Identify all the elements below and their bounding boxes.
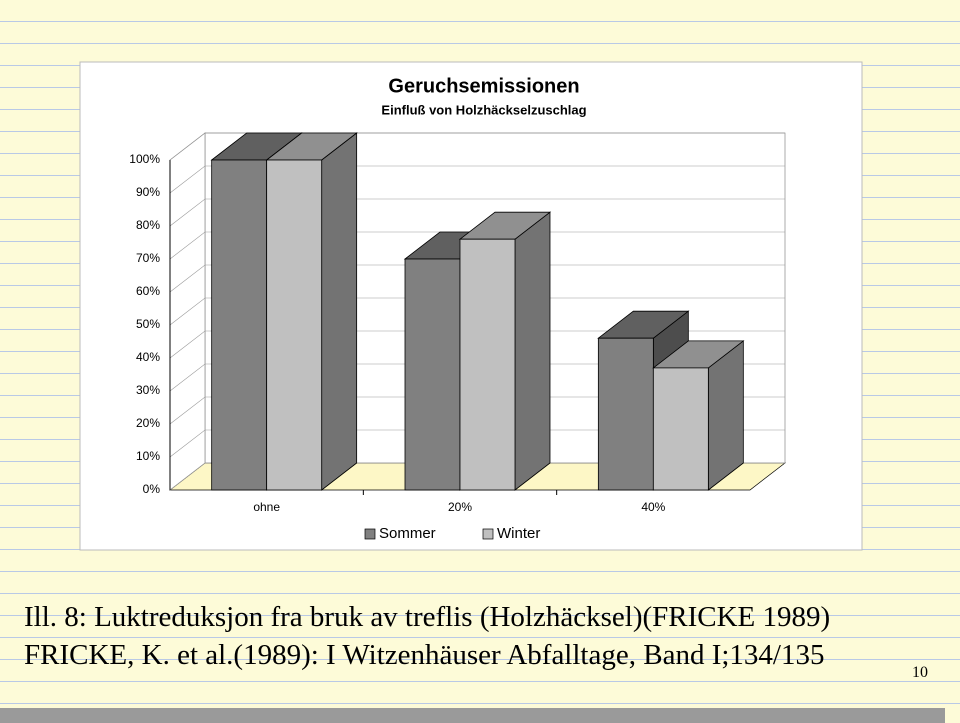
y-tick-label: 0%	[143, 482, 161, 496]
legend-swatch	[482, 528, 494, 540]
y-tick-label: 10%	[136, 449, 160, 463]
bar-front	[266, 159, 323, 491]
y-tick-label: 100%	[129, 152, 160, 166]
bottom-bar	[0, 708, 945, 723]
caption-line: FRICKE, K. et al.(1989): I Witzenhäuser …	[24, 639, 825, 671]
grid-line	[169, 330, 785, 359]
grid-line	[169, 297, 785, 326]
bar-side	[321, 132, 358, 491]
bar-front	[211, 159, 268, 491]
grid-line	[169, 165, 785, 194]
bar-front	[597, 337, 654, 491]
legend-swatch	[364, 528, 376, 540]
legend-label: Sommer	[379, 525, 436, 542]
caption: Ill. 8: Luktreduksjon fra bruk av trefli…	[24, 598, 960, 674]
grid-line	[169, 198, 785, 227]
bar-front	[404, 258, 461, 491]
chart-title: Geruchsemissionen	[388, 75, 579, 97]
grid-line	[169, 396, 785, 425]
grid-line	[169, 429, 785, 458]
bar	[458, 211, 552, 491]
bar-front	[459, 238, 516, 491]
y-tick-label: 80%	[136, 218, 160, 232]
bar	[652, 340, 745, 491]
grid-line	[169, 363, 785, 392]
grid-line	[169, 132, 785, 161]
caption-line: Ill. 8: Luktreduksjon fra bruk av trefli…	[24, 601, 831, 633]
chart: Geruchsemissionen Einfluß von Holzhäckse…	[79, 61, 863, 551]
bar-side	[514, 211, 551, 491]
page-number: 10	[912, 664, 928, 681]
legend-label: Winter	[497, 525, 540, 542]
bar-front	[652, 367, 709, 491]
y-tick-label: 90%	[136, 185, 160, 199]
x-tick-label: ohne	[253, 500, 280, 514]
grid-line	[169, 264, 785, 293]
y-tick-label: 30%	[136, 383, 160, 397]
bar	[265, 132, 358, 491]
grid-line	[169, 231, 785, 260]
grid-line	[169, 462, 785, 491]
y-tick-label: 70%	[136, 251, 160, 265]
y-tick-label: 40%	[136, 350, 160, 364]
x-tick-label: 40%	[641, 500, 665, 514]
y-tick-label: 50%	[136, 317, 160, 331]
y-tick-label: 60%	[136, 284, 160, 298]
chart-subtitle: Einfluß von Holzhäckselzuschlag	[381, 102, 586, 117]
y-tick-label: 20%	[136, 416, 160, 430]
x-tick-label: 20%	[448, 500, 472, 514]
